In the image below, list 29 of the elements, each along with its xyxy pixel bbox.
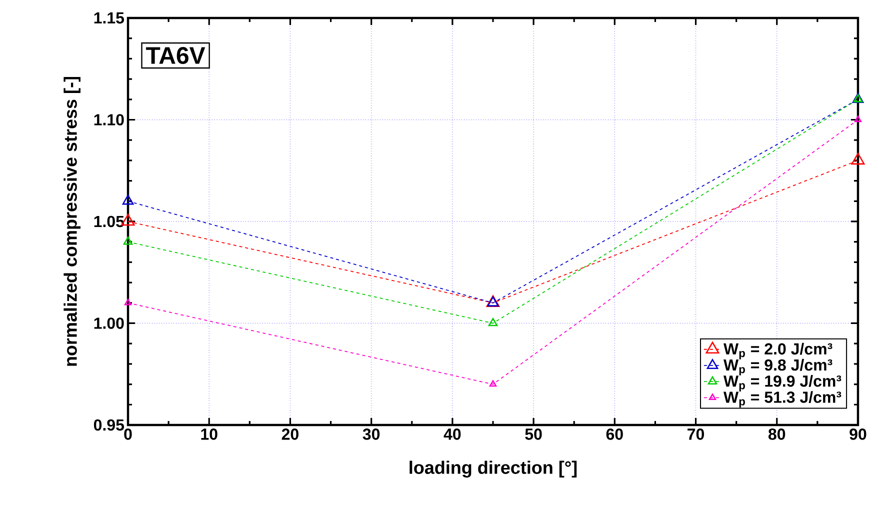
x-tick-label: 50	[525, 428, 542, 440]
point	[851, 152, 865, 165]
point	[488, 318, 498, 326]
x-tick-label: 40	[444, 428, 461, 440]
y-tick-label: 1.00	[94, 318, 124, 329]
x-tick-label: 80	[768, 428, 786, 440]
x-tick-label: 10	[201, 428, 218, 440]
point	[123, 236, 133, 245]
y-tick-label: 0.95	[94, 419, 124, 431]
point	[124, 298, 132, 306]
x-tick-label: 20	[282, 428, 298, 440]
legend-label: W$_{p}$ = 19.9 J/cm³	[723, 375, 842, 392]
point	[854, 116, 862, 122]
y-tick-label: 1.05	[94, 216, 124, 228]
legend-label: W$_{p}$ = 51.3 J/cm³	[723, 391, 842, 408]
y-tick-label: 1.15	[94, 12, 124, 24]
point	[489, 380, 497, 387]
x-tick-label: 60	[606, 428, 623, 440]
x-axis-title: loading direction [°]	[410, 460, 577, 478]
legend-label: W$_{p}$ = 2.0 J/cm³	[723, 342, 832, 360]
legend-label: W$_{p}$ = 9.8 J/cm³	[723, 358, 832, 376]
x-tick-label: 30	[362, 428, 380, 440]
annotation: TA6V	[146, 47, 206, 64]
x-tick-label: 70	[688, 428, 704, 440]
x-tick-label: 0	[124, 428, 132, 440]
y-tick-label: 1.10	[94, 114, 124, 126]
y-axis-title: normalized compressive stress [-]	[64, 76, 80, 366]
point	[122, 194, 134, 205]
x-tick-label: 90	[850, 428, 866, 440]
